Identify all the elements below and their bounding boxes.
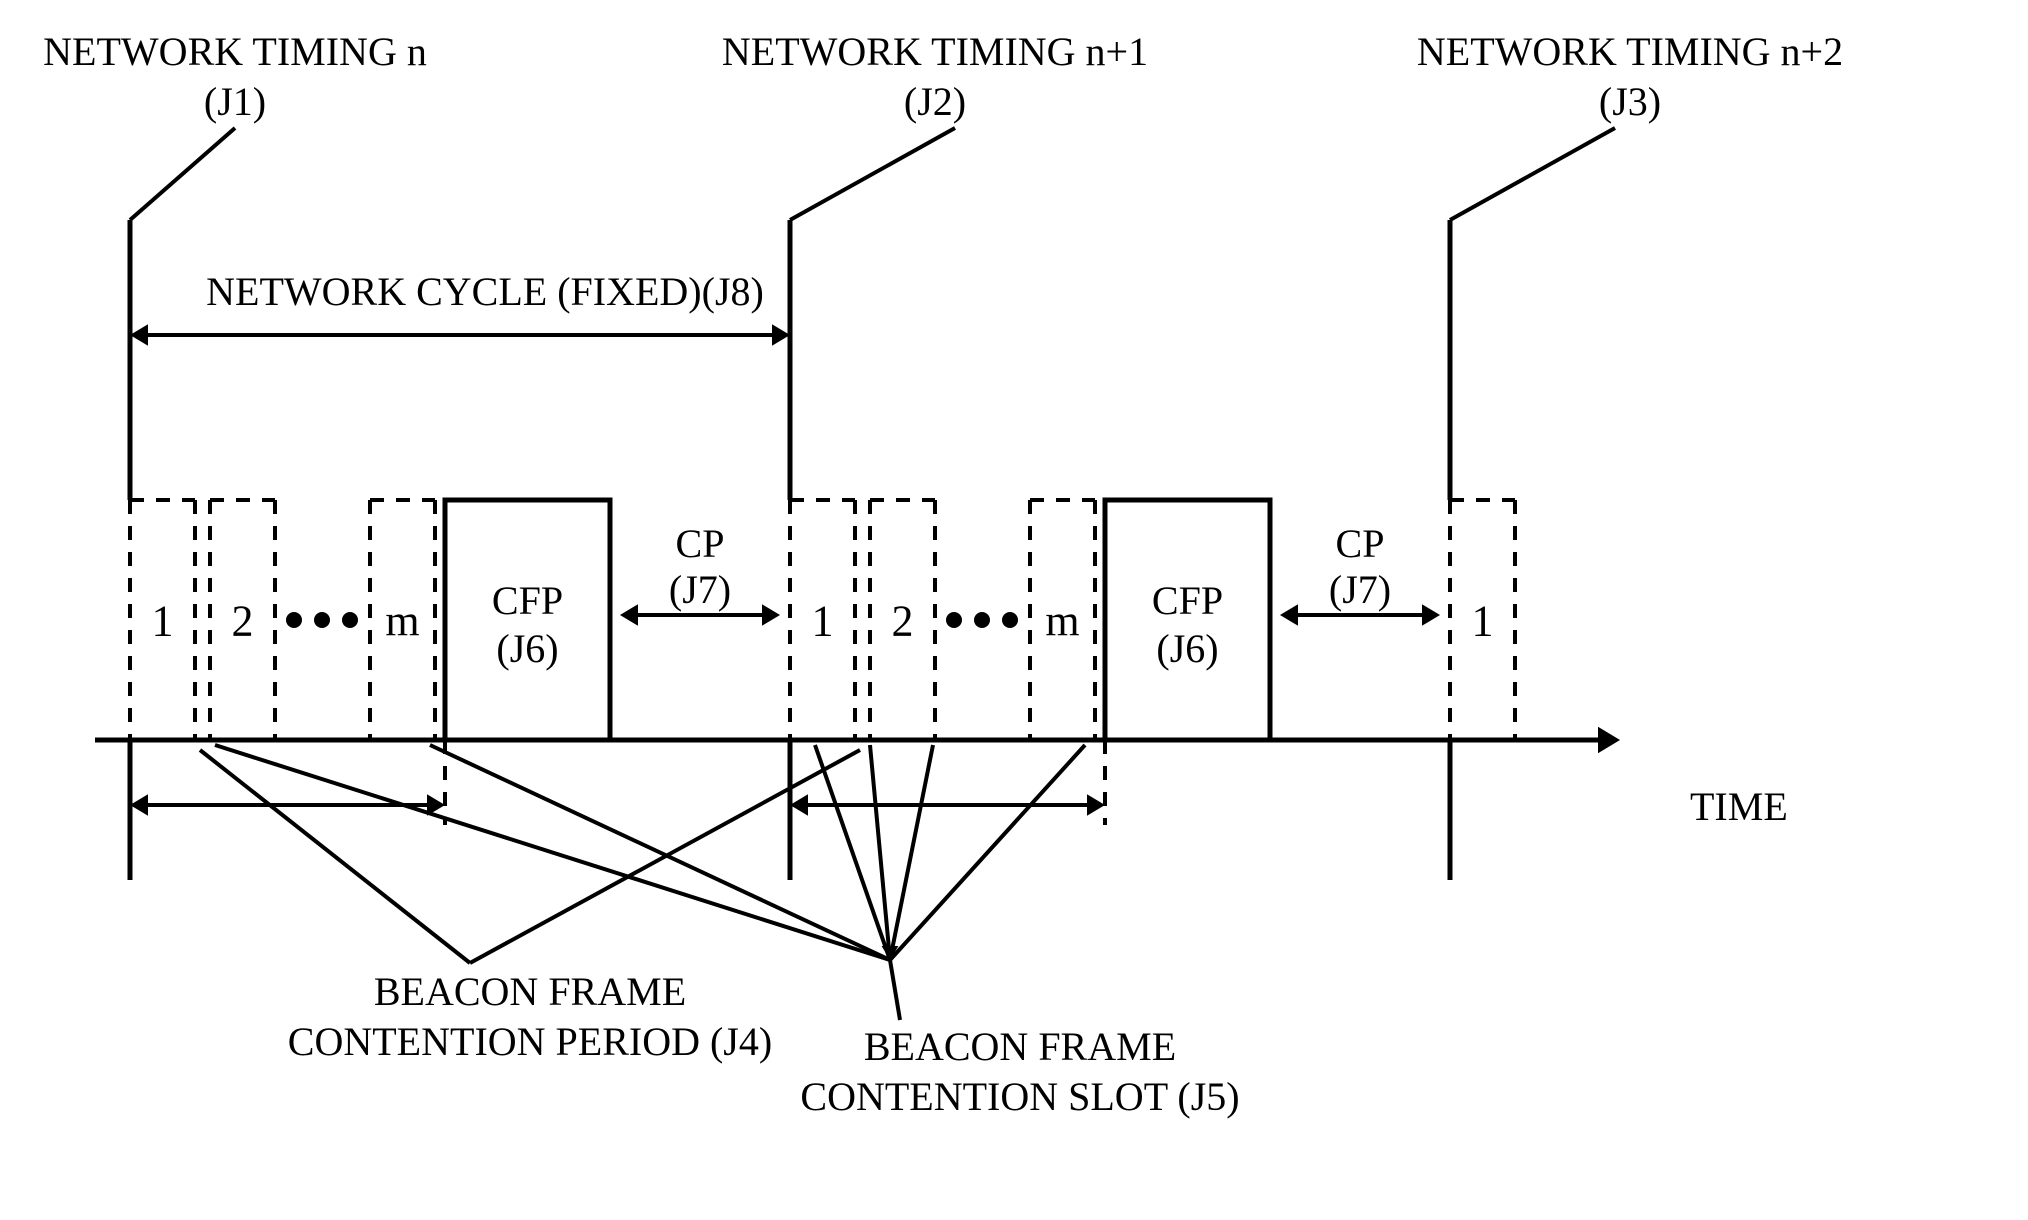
timing-diagram: NETWORK TIMING n (J1) NETWORK TIMING n+1 (J… bbox=[0, 0, 2028, 1220]
slot-label: m bbox=[1045, 596, 1079, 645]
slot-label: 1 bbox=[812, 596, 834, 645]
slot-label: 1 bbox=[1472, 596, 1494, 645]
slot-label: 2 bbox=[892, 596, 914, 645]
timing-label: NETWORK TIMING n+1 bbox=[722, 29, 1148, 74]
timing-label: NETWORK TIMING n bbox=[43, 29, 427, 74]
cfp-label: CFP bbox=[1152, 578, 1223, 623]
bfcp-label: BEACON FRAME bbox=[374, 969, 686, 1014]
bfcs-label: CONTENTION SLOT (J5) bbox=[800, 1074, 1239, 1119]
slot-label: 1 bbox=[152, 596, 174, 645]
timing-label: NETWORK TIMING n+2 bbox=[1417, 29, 1843, 74]
cp-label: CP bbox=[676, 521, 725, 566]
cp-ref: (J7) bbox=[1329, 567, 1391, 612]
cp-ref: (J7) bbox=[669, 567, 731, 612]
cfp-label: CFP bbox=[492, 578, 563, 623]
timing-label-ref: (J3) bbox=[1599, 79, 1661, 124]
bfcs-label: BEACON FRAME bbox=[864, 1024, 1176, 1069]
slot-label: 2 bbox=[232, 596, 254, 645]
time-axis-label: TIME bbox=[1690, 784, 1788, 829]
timing-label-ref: (J1) bbox=[204, 79, 266, 124]
cp-label: CP bbox=[1336, 521, 1385, 566]
timing-label-ref: (J2) bbox=[904, 79, 966, 124]
cfp-ref: (J6) bbox=[1156, 626, 1218, 671]
bfcp-label: CONTENTION PERIOD (J4) bbox=[288, 1019, 772, 1064]
cfp-ref: (J6) bbox=[496, 626, 558, 671]
cycle-label: NETWORK CYCLE (FIXED)(J8) bbox=[206, 269, 764, 314]
slot-label: m bbox=[385, 596, 419, 645]
